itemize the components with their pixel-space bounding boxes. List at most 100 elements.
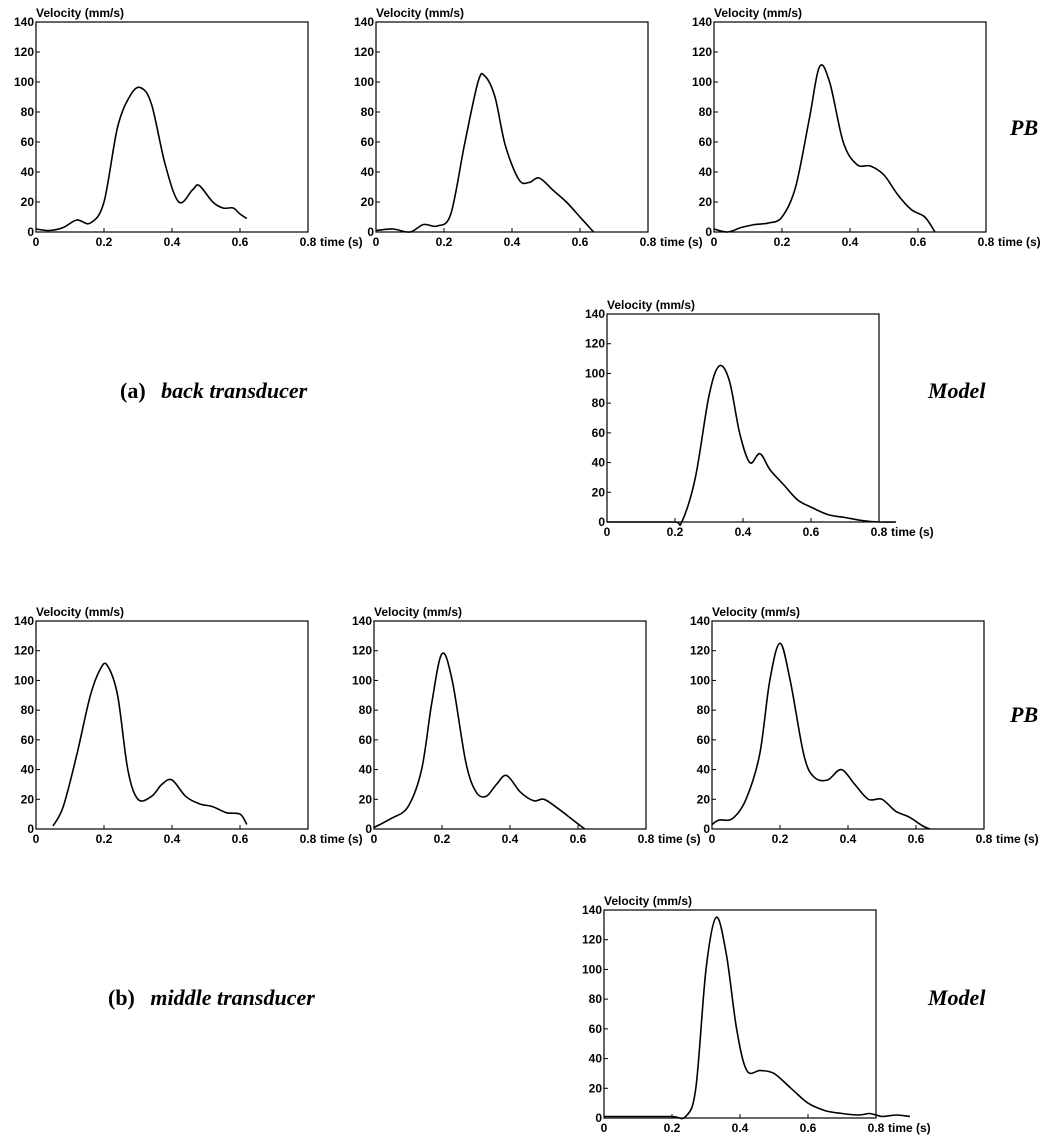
y-tick-label: 40 [21, 165, 35, 179]
y-tick-label: 100 [14, 75, 34, 89]
caption-a: (a) back transducer [120, 378, 308, 403]
x-tick-label: 0.2 [667, 525, 684, 539]
velocity-line [52, 662, 248, 827]
x-axis-label: time (s) [660, 235, 703, 249]
y-tick-label: 120 [692, 45, 712, 59]
y-tick-label: 80 [21, 703, 35, 717]
y-tick-label: 40 [589, 1052, 603, 1066]
velocity-line [373, 652, 586, 830]
caption-b-text: middle transducer [150, 985, 315, 1010]
x-tick-label: 0.2 [434, 832, 451, 846]
y-tick-label: 40 [697, 763, 711, 777]
x-tick-label: 0.8 [300, 832, 317, 846]
y-tick-label: 60 [699, 135, 713, 149]
x-tick-label: 0.2 [436, 235, 453, 249]
chart-2: 0 20 40 60 80 100 120 140 0 0.2 0.4 0.6 0.8 Velocity … [354, 6, 703, 249]
x-tick-label: 0 [33, 832, 40, 846]
x-axis-label: time (s) [320, 832, 363, 846]
y-tick-label: 0 [27, 225, 34, 239]
x-tick-label: 0.6 [570, 832, 587, 846]
y-axis-label: Velocity (mm/s) [604, 894, 692, 908]
y-tick-label: 80 [699, 105, 713, 119]
y-tick-label: 20 [589, 1081, 603, 1095]
x-tick-label: 0.8 [976, 832, 993, 846]
x-tick-label: 0.8 [978, 235, 995, 249]
chart-6: 0 20 40 60 80 100 120 140 0 0.2 0.4 0.6 0.8 Velocity … [352, 605, 701, 846]
caption-b-letter: (b) [108, 985, 135, 1010]
y-tick-label: 80 [21, 105, 35, 119]
y-axis-label: Velocity (mm/s) [36, 6, 124, 20]
y-tick-label: 60 [592, 426, 606, 440]
y-tick-label: 0 [27, 822, 34, 836]
y-tick-label: 100 [690, 673, 710, 687]
y-tick-label: 120 [14, 644, 34, 658]
x-tick-label: 0.6 [803, 525, 820, 539]
x-tick-label: 0.4 [840, 832, 857, 846]
velocity-line [607, 364, 897, 527]
plot-frame [35, 620, 309, 830]
y-axis-label: Velocity (mm/s) [374, 605, 462, 619]
caption-b: (b) middle transducer [108, 985, 315, 1010]
y-tick-label: 60 [21, 135, 35, 149]
y-tick-label: 120 [585, 337, 605, 351]
y-tick-label: 80 [697, 703, 711, 717]
velocity-line [375, 72, 595, 233]
y-tick-label: 120 [14, 45, 34, 59]
y-tick-label: 80 [359, 703, 373, 717]
y-tick-label: 80 [592, 396, 606, 410]
chart-7: 0 20 40 60 80 100 120 140 0 0.2 0.4 0.6 0.8 Velocity … [690, 605, 1039, 846]
x-tick-label: 0.4 [164, 832, 181, 846]
y-tick-label: 40 [592, 456, 606, 470]
y-tick-label: 80 [589, 992, 603, 1006]
side-label-model-b: Model [927, 985, 986, 1010]
y-tick-label: 140 [692, 15, 712, 29]
x-axis-label: time (s) [320, 235, 363, 249]
y-tick-label: 80 [361, 105, 375, 119]
x-tick-label: 0.6 [908, 832, 925, 846]
x-tick-label: 0.6 [910, 235, 927, 249]
chart-5: 0 20 40 60 80 100 120 140 0 0.2 0.4 0.6 0.8 Velocity … [14, 605, 363, 846]
x-tick-label: 0 [601, 1121, 608, 1135]
x-tick-label: 0 [33, 235, 40, 249]
y-tick-label: 60 [697, 733, 711, 747]
y-tick-label: 0 [365, 822, 372, 836]
y-axis-label: Velocity (mm/s) [376, 6, 464, 20]
y-tick-label: 20 [361, 195, 375, 209]
y-axis-label: Velocity (mm/s) [607, 298, 695, 312]
x-tick-label: 0.8 [868, 1121, 885, 1135]
y-tick-label: 100 [354, 75, 374, 89]
y-axis-label: Velocity (mm/s) [712, 605, 800, 619]
caption-a-letter: (a) [120, 378, 146, 403]
y-tick-label: 0 [595, 1111, 602, 1125]
y-tick-label: 140 [14, 614, 34, 628]
x-axis-label: time (s) [998, 235, 1041, 249]
plot-frame [373, 620, 647, 830]
y-tick-label: 20 [699, 195, 713, 209]
velocity-line [604, 916, 911, 1120]
y-tick-label: 40 [699, 165, 713, 179]
side-label-pb-b: PB [1009, 702, 1038, 727]
y-tick-label: 140 [582, 903, 602, 917]
y-tick-label: 20 [697, 792, 711, 806]
plot-frame [711, 620, 985, 830]
y-tick-label: 140 [352, 614, 372, 628]
y-tick-label: 100 [352, 673, 372, 687]
x-axis-label: time (s) [658, 832, 701, 846]
velocity-line [713, 64, 936, 233]
y-tick-label: 60 [361, 135, 375, 149]
x-tick-label: 0.8 [871, 525, 888, 539]
x-tick-label: 0.2 [96, 832, 113, 846]
x-tick-label: 0.8 [300, 235, 317, 249]
plot-frame [35, 21, 309, 233]
y-tick-label: 140 [585, 307, 605, 321]
y-tick-label: 120 [352, 644, 372, 658]
y-tick-label: 20 [592, 485, 606, 499]
y-tick-label: 140 [690, 614, 710, 628]
y-tick-label: 20 [21, 195, 35, 209]
y-tick-label: 0 [703, 822, 710, 836]
x-tick-label: 0 [371, 832, 378, 846]
x-tick-label: 0.8 [638, 832, 655, 846]
x-tick-label: 0.4 [164, 235, 181, 249]
x-tick-label: 0.6 [232, 235, 249, 249]
y-axis-label: Velocity (mm/s) [36, 605, 124, 619]
